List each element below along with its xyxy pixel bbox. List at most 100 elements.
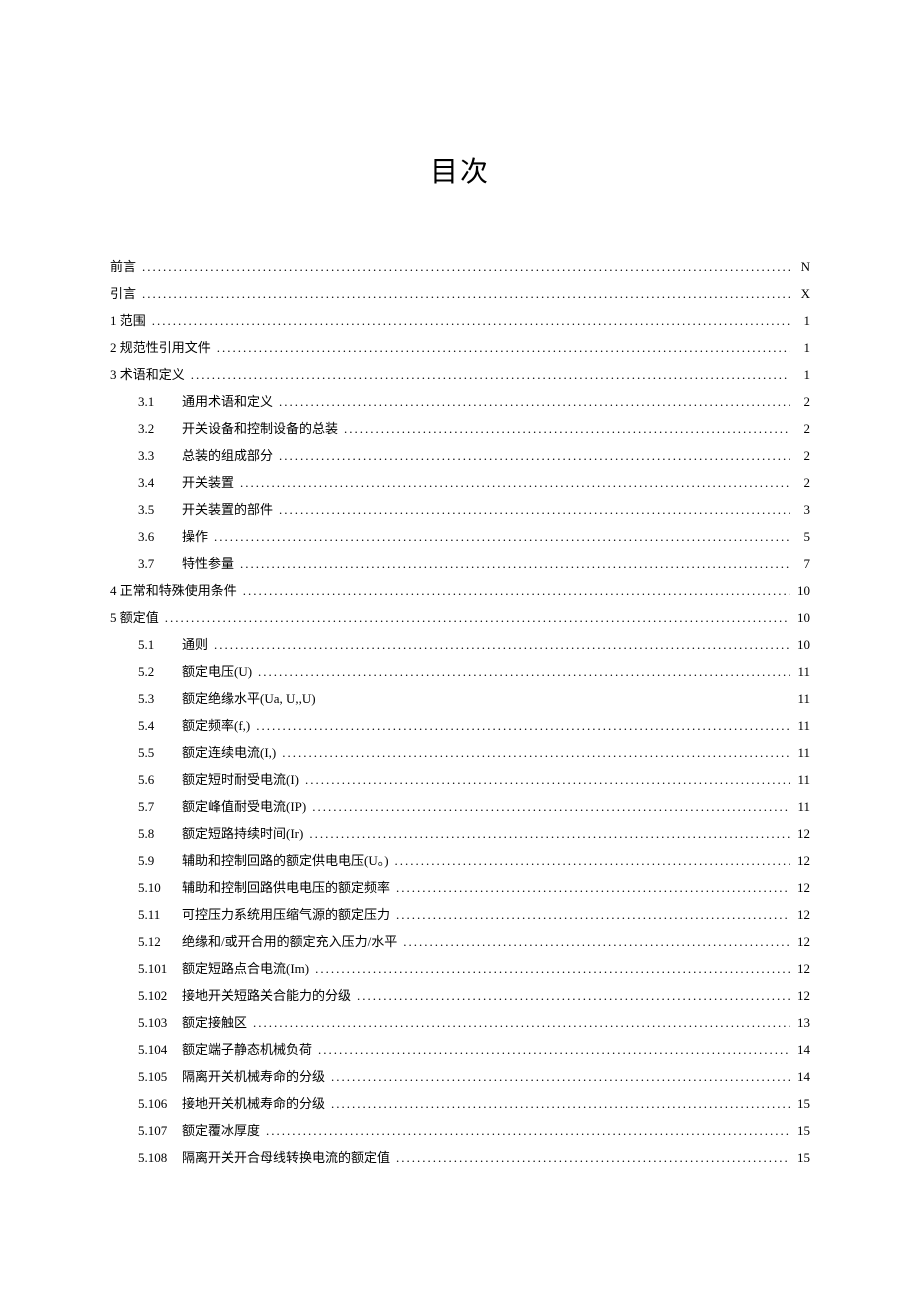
toc-leader-dots bbox=[396, 1151, 790, 1164]
toc-leader-dots bbox=[396, 908, 790, 921]
toc-entry-page: 12 bbox=[790, 908, 810, 921]
toc-entry: 5.1通则10 bbox=[138, 638, 810, 651]
toc-entry-number: 5.105 bbox=[138, 1070, 182, 1083]
toc-entry: 5.108隔离开关开合母线转换电流的额定值15 bbox=[138, 1151, 810, 1164]
toc-entry-page: 1 bbox=[790, 314, 810, 327]
toc-entry: 5.4额定频率(f,)11 bbox=[138, 719, 810, 732]
toc-entry-page: X bbox=[790, 287, 810, 300]
toc-entry-label: 额定短路点合电流(Im) bbox=[182, 962, 315, 975]
toc-title: 目次 bbox=[110, 150, 810, 190]
toc-entry: 2 规范性引用文件1 bbox=[110, 341, 810, 354]
toc-leader-dots bbox=[312, 800, 790, 813]
toc-leader-dots bbox=[142, 287, 790, 300]
toc-entry-page: 12 bbox=[790, 827, 810, 840]
toc-entry-page: 13 bbox=[790, 1016, 810, 1029]
toc-entry: 5.9辅助和控制回路的额定供电电压(U。) 12 bbox=[138, 854, 810, 867]
toc-entry-label: 引言 bbox=[110, 287, 142, 300]
toc-container: 前言N引言X1 范围12 规范性引用文件13 术语和定义13.1通用术语和定义2… bbox=[110, 260, 810, 1164]
toc-entry-number: 5.104 bbox=[138, 1043, 182, 1056]
toc-entry-number: 5.101 bbox=[138, 962, 182, 975]
toc-entry-page: 14 bbox=[790, 1070, 810, 1083]
toc-leader-dots bbox=[305, 773, 790, 786]
toc-entry-label: 额定接触区 bbox=[182, 1016, 253, 1029]
toc-entry-label: 辅助和控制回路的额定供电电压(U。) bbox=[182, 854, 395, 867]
toc-leader-dots bbox=[214, 530, 790, 543]
toc-entry-page: 15 bbox=[790, 1097, 810, 1110]
toc-entry-page: 1 bbox=[790, 368, 810, 381]
toc-leader-dots bbox=[266, 1124, 790, 1137]
toc-entry-page: N bbox=[790, 260, 810, 273]
toc-entry-number: 5.9 bbox=[138, 854, 182, 867]
toc-entry-page: 2 bbox=[790, 476, 810, 489]
toc-entry-number: 5.106 bbox=[138, 1097, 182, 1110]
toc-entry-page: 2 bbox=[790, 422, 810, 435]
toc-entry-label: 接地开关短路关合能力的分级 bbox=[182, 989, 357, 1002]
toc-entry: 5.105隔离开关机械寿命的分级 14 bbox=[138, 1070, 810, 1083]
toc-leader-dots bbox=[240, 557, 790, 570]
toc-leader-dots bbox=[279, 395, 790, 408]
toc-entry-page: 11 bbox=[790, 800, 810, 813]
toc-entry-label: 1 范围 bbox=[110, 314, 152, 327]
toc-entry-label: 开关设备和控制设备的总装 bbox=[182, 422, 344, 435]
toc-entry: 5.5额定连续电流(I,)11 bbox=[138, 746, 810, 759]
toc-entry-number: 5.103 bbox=[138, 1016, 182, 1029]
toc-entry-label: 通用术语和定义 bbox=[182, 395, 279, 408]
toc-leader-dots bbox=[142, 260, 790, 273]
toc-entry-label: 4 正常和特殊使用条件 bbox=[110, 584, 243, 597]
toc-entry-label: 2 规范性引用文件 bbox=[110, 341, 217, 354]
toc-entry-number: 5.108 bbox=[138, 1151, 182, 1164]
toc-entry-label: 总装的组成部分 bbox=[182, 449, 279, 462]
toc-entry: 引言 X bbox=[110, 287, 810, 300]
toc-entry-number: 3.1 bbox=[138, 395, 182, 408]
toc-entry: 5 额定值10 bbox=[110, 611, 810, 624]
toc-entry-number: 5.4 bbox=[138, 719, 182, 732]
toc-entry-number: 5.102 bbox=[138, 989, 182, 1002]
toc-entry-page: 7 bbox=[790, 557, 810, 570]
toc-entry-number: 5.10 bbox=[138, 881, 182, 894]
toc-leader-dots bbox=[403, 935, 790, 948]
toc-entry-label: 5 额定值 bbox=[110, 611, 165, 624]
toc-entry-page: 5 bbox=[790, 530, 810, 543]
toc-entry: 5.104额定端子静态机械负荷14 bbox=[138, 1043, 810, 1056]
toc-entry-number: 5.11 bbox=[138, 908, 182, 921]
toc-entry: 3.5开关装置的部件 3 bbox=[138, 503, 810, 516]
toc-leader-dots bbox=[395, 854, 790, 867]
toc-entry-number: 3.5 bbox=[138, 503, 182, 516]
toc-entry: 5.10辅助和控制回路供电电压的额定频率12 bbox=[138, 881, 810, 894]
toc-leader-dots bbox=[344, 422, 790, 435]
toc-entry: 5.106接地开关机械寿命的分级15 bbox=[138, 1097, 810, 1110]
toc-entry-label: 隔离开关机械寿命的分级 bbox=[182, 1070, 331, 1083]
toc-leader-dots bbox=[331, 1070, 790, 1083]
toc-entry-number: 3.6 bbox=[138, 530, 182, 543]
toc-entry-number: 3.2 bbox=[138, 422, 182, 435]
toc-entry-number: 5.2 bbox=[138, 665, 182, 678]
toc-page: 目次 前言N引言X1 范围12 规范性引用文件13 术语和定义13.1通用术语和… bbox=[0, 0, 920, 1301]
toc-leader-dots bbox=[258, 665, 790, 678]
toc-entry: 3.3总装的组成部分2 bbox=[138, 449, 810, 462]
toc-entry-label: 额定电压(U) bbox=[182, 665, 258, 678]
toc-entry: 3.1通用术语和定义 2 bbox=[138, 395, 810, 408]
toc-entry: 5.11可控压力系统用压缩气源的额定压力12 bbox=[138, 908, 810, 921]
toc-entry-label: 额定频率(f,) bbox=[182, 719, 256, 732]
toc-entry-page: 2 bbox=[790, 395, 810, 408]
toc-entry-label: 额定短路持续时间(Ir) bbox=[182, 827, 309, 840]
toc-entry-number: 5.3 bbox=[138, 692, 182, 705]
toc-entry-label: 绝缘和/或开合用的额定充入压力/水平 bbox=[182, 935, 403, 948]
toc-entry-page: 10 bbox=[790, 584, 810, 597]
toc-entry-label: 额定覆冰厚度 bbox=[182, 1124, 266, 1137]
toc-entry-page: 12 bbox=[790, 962, 810, 975]
toc-entry-label: 额定连续电流(I,) bbox=[182, 746, 282, 759]
toc-entry: 5.7额定峰值耐受电流(IP)11 bbox=[138, 800, 810, 813]
toc-entry-page: 11 bbox=[790, 746, 810, 759]
toc-entry-page: 3 bbox=[790, 503, 810, 516]
toc-entry: 3.2开关设备和控制设备的总装 2 bbox=[138, 422, 810, 435]
toc-leader-dots bbox=[256, 719, 790, 732]
toc-entry-page: 10 bbox=[790, 638, 810, 651]
toc-entry: 3 术语和定义 1 bbox=[110, 368, 810, 381]
toc-entry: 5.3额定绝缘水平(Ua, U,,U)11 bbox=[138, 692, 810, 705]
toc-entry-label: 3 术语和定义 bbox=[110, 368, 191, 381]
toc-entry-number: 5.6 bbox=[138, 773, 182, 786]
toc-leader-dots bbox=[165, 611, 790, 624]
toc-entry-page: 12 bbox=[790, 854, 810, 867]
toc-entry-label: 开关装置的部件 bbox=[182, 503, 279, 516]
